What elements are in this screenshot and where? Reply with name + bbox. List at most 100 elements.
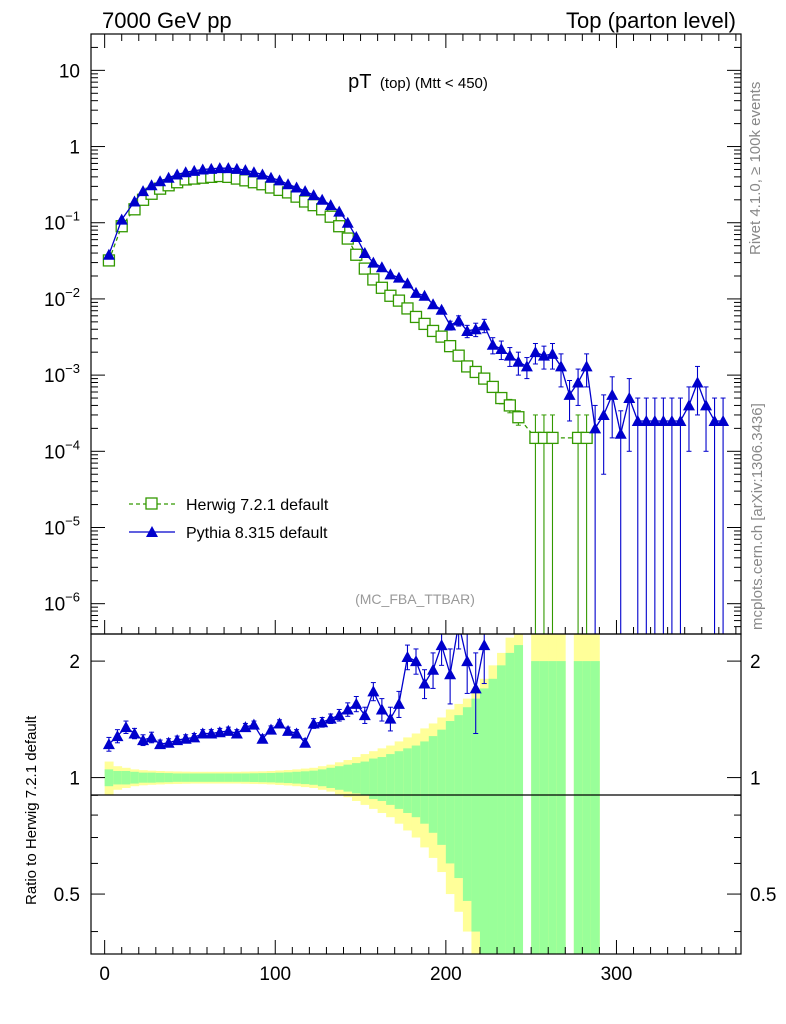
- pythia-point: [256, 168, 269, 180]
- band-inner-bin: [420, 741, 430, 824]
- herwig-point: [580, 431, 593, 445]
- pythia-point: [546, 347, 559, 359]
- legend-pythia-marker: [146, 526, 158, 537]
- band-inner-bin: [471, 698, 481, 932]
- pythia-point: [401, 277, 414, 289]
- ratio-point: [418, 677, 431, 689]
- ratio-point: [273, 717, 286, 729]
- band-inner-bin: [352, 763, 361, 794]
- band-inner-bin: [147, 772, 157, 783]
- band-inner-bin: [582, 661, 592, 954]
- band-inner-bin: [207, 773, 216, 782]
- pythia-point: [418, 289, 431, 301]
- pythia-point: [145, 179, 158, 191]
- mcplots-label: mcplots.cern.ch [arXiv:1306.3436]: [749, 403, 766, 630]
- main-plot-frame: [90, 33, 742, 635]
- main-series-layer: [102, 162, 730, 634]
- ratio-y-tick-label: 1: [69, 769, 80, 790]
- main-y-tick-label: 10−5: [44, 513, 80, 539]
- pythia-point: [188, 164, 201, 176]
- chart-title: pT (top) (Mtt < 450): [348, 71, 488, 93]
- legend-entry-pythia: Pythia 8.315 default: [129, 525, 328, 542]
- ratio-point: [392, 697, 405, 709]
- band-inner-bin: [369, 758, 379, 800]
- ratio-point: [282, 724, 295, 736]
- ratio-point: [119, 721, 132, 733]
- ratio-point: [230, 727, 243, 739]
- pythia-point: [700, 399, 713, 411]
- pythia-point: [674, 414, 687, 426]
- ratio-point: [453, 618, 465, 629]
- ratio-point: [102, 738, 115, 750]
- band-inner-bin: [104, 769, 114, 787]
- band-inner-bin: [172, 773, 182, 782]
- main-y-tick-label: 10−6: [44, 590, 80, 616]
- band-inner-bin: [130, 771, 140, 784]
- pythia-point: [486, 338, 499, 350]
- ratio-point: [427, 663, 440, 675]
- ratio-point: [375, 703, 388, 715]
- pythia-point: [427, 298, 440, 310]
- band-inner-bin: [266, 772, 276, 783]
- band-inner-bin: [283, 772, 293, 784]
- band-inner-bin: [224, 773, 234, 782]
- main-y-tick-label: 10−3: [44, 361, 80, 387]
- ratio-y-ticks: 2 2 1 1 0.5 0.5: [54, 652, 776, 933]
- band-inner-bin: [360, 761, 370, 796]
- pythia-point: [452, 314, 465, 326]
- herwig-point: [503, 399, 516, 412]
- ratio-y-tick-label: 0.5: [54, 885, 80, 906]
- band-inner-bin: [531, 661, 541, 954]
- herwig-point: [324, 210, 337, 223]
- pythia-point: [597, 408, 610, 420]
- band-inner-bin: [403, 748, 413, 813]
- band-inner-bin: [445, 721, 455, 864]
- herwig-point: [469, 365, 482, 379]
- pythia-point: [461, 324, 474, 336]
- herwig-point: [401, 302, 414, 315]
- band-inner-bin: [249, 773, 259, 783]
- pythia-point: [324, 199, 337, 211]
- series-line-1: [108, 167, 724, 434]
- pythia-point: [606, 388, 619, 400]
- herwig-point: [341, 232, 354, 245]
- band-inner-bin: [275, 772, 285, 783]
- herwig-point: [375, 281, 389, 294]
- ratio-plot-frame: [90, 633, 742, 955]
- ratio-point: [128, 727, 141, 739]
- pythia-point: [512, 355, 525, 367]
- pythia-point: [682, 399, 695, 411]
- ratio-point: [324, 712, 337, 724]
- ratio-point: [358, 709, 371, 721]
- band-inner-bin: [428, 736, 438, 833]
- band-inner-bin: [317, 769, 327, 787]
- pythia-point: [367, 256, 380, 268]
- pythia-point: [657, 414, 670, 426]
- series-line-0: [108, 175, 587, 439]
- herwig-point: [478, 372, 491, 385]
- pythia-point: [196, 163, 209, 175]
- pythia-point: [350, 230, 363, 242]
- main-y-tick-label: 10−1: [44, 209, 80, 235]
- legend-herwig-marker: [145, 497, 158, 510]
- band-inner-bin: [113, 770, 123, 785]
- x-ticks: 0 100 200 300: [99, 34, 737, 985]
- herwig-point: [546, 431, 559, 445]
- legend-entry-herwig: Herwig 7.2.1 default: [129, 497, 329, 514]
- ratio-y-tick-label-right: 0.5: [750, 885, 776, 906]
- band-inner-bin: [497, 665, 506, 954]
- pythia-point: [179, 166, 192, 178]
- pythia-point: [162, 171, 175, 183]
- herwig-point: [418, 317, 431, 331]
- ratio-point: [247, 718, 260, 730]
- ratio-point: [145, 731, 158, 743]
- main-y-tick-label: 10: [59, 61, 80, 82]
- pythia-point: [614, 427, 627, 439]
- ratio-point: [367, 685, 380, 697]
- pythia-point: [478, 319, 491, 331]
- ratio-point: [469, 682, 482, 694]
- ratio-point: [384, 712, 397, 724]
- ratio-point: [188, 731, 201, 743]
- band-inner-bin: [343, 764, 353, 792]
